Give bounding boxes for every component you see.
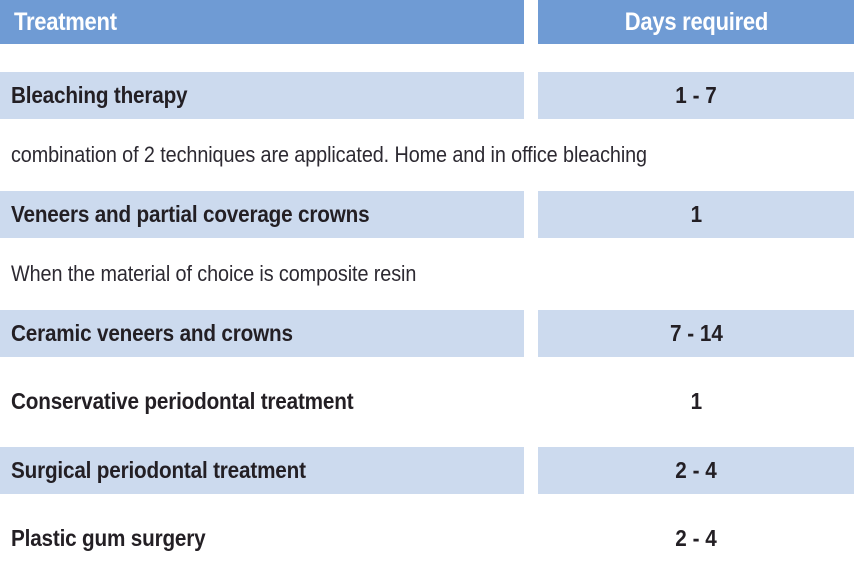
row-spacer: [0, 357, 854, 378]
days-value: 1: [690, 201, 702, 227]
treatment-label: Conservative periodontal treatment: [11, 388, 354, 414]
treatment-label: Plastic gum surgery: [11, 525, 206, 551]
column-gutter: [524, 0, 538, 44]
column-header-days-label: Days required: [624, 7, 768, 36]
column-gutter: [524, 378, 538, 425]
note-text: When the material of choice is composite…: [11, 261, 417, 286]
column-header-treatment-label: Treatment: [14, 7, 117, 36]
table-row: Veneers and partial coverage crowns 1: [0, 191, 854, 238]
table-row: Ceramic veneers and crowns 7 - 14: [0, 310, 854, 357]
cell-treatment: Conservative periodontal treatment: [0, 378, 524, 425]
column-gutter: [524, 310, 538, 357]
cell-days: 2 - 4: [538, 447, 854, 494]
header-cell-treatment: Treatment: [0, 0, 524, 44]
column-gutter: [524, 515, 538, 562]
cell-days: 7 - 14: [538, 310, 854, 357]
treatment-label: Ceramic veneers and crowns: [11, 320, 293, 346]
treatment-label: Bleaching therapy: [11, 82, 188, 108]
table-row: Surgical periodontal treatment 2 - 4: [0, 447, 854, 494]
treatment-label: Surgical periodontal treatment: [11, 457, 306, 483]
table-row: Conservative periodontal treatment 1: [0, 378, 854, 425]
table-note-row: combination of 2 techniques are applicat…: [0, 119, 854, 191]
days-value: 1 - 7: [675, 82, 717, 108]
column-gutter: [524, 191, 538, 238]
note-text: combination of 2 techniques are applicat…: [11, 142, 647, 167]
table-note-row: When the material of choice is composite…: [0, 238, 854, 310]
cell-days: 2 - 4: [538, 515, 854, 562]
column-gutter: [524, 72, 538, 119]
cell-treatment: Plastic gum surgery: [0, 515, 524, 562]
treatment-label: Veneers and partial coverage crowns: [11, 201, 370, 227]
header-cell-days: Days required: [538, 0, 854, 44]
cell-treatment: Ceramic veneers and crowns: [0, 310, 524, 357]
days-value: 2 - 4: [675, 457, 717, 483]
row-spacer: [0, 494, 854, 515]
table-row: Plastic gum surgery 2 - 4: [0, 515, 854, 562]
column-gutter: [524, 447, 538, 494]
cell-treatment: Bleaching therapy: [0, 72, 524, 119]
row-spacer: [0, 425, 854, 447]
cell-days: 1 - 7: [538, 72, 854, 119]
cell-days: 1: [538, 378, 854, 425]
cell-treatment: Veneers and partial coverage crowns: [0, 191, 524, 238]
cell-days: 1: [538, 191, 854, 238]
table-row: Bleaching therapy 1 - 7: [0, 72, 854, 119]
days-value: 7 - 14: [669, 320, 723, 346]
cell-treatment: Surgical periodontal treatment: [0, 447, 524, 494]
days-value: 2 - 4: [675, 525, 717, 551]
days-value: 1: [690, 388, 702, 414]
table-header-row: Treatment Days required: [0, 0, 854, 44]
